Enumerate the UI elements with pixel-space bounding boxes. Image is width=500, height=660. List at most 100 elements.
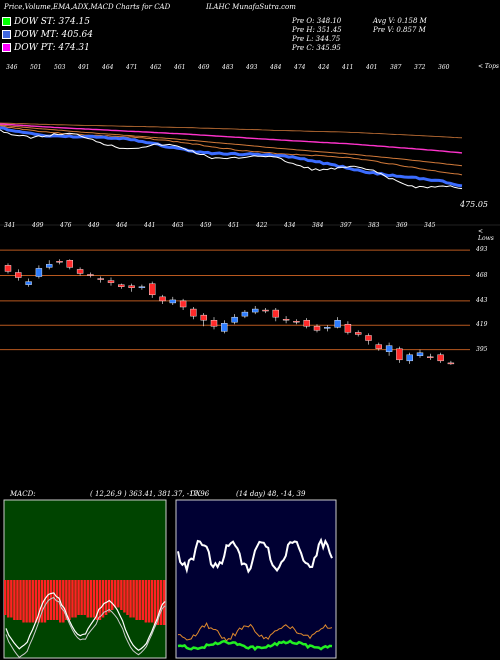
top-price-label: 493 xyxy=(246,64,258,71)
lows-tag: < Lows xyxy=(478,228,494,242)
candle-body xyxy=(303,320,310,327)
top-price-label: 346 xyxy=(6,64,18,71)
macd-bar xyxy=(55,580,59,620)
candle-body xyxy=(221,323,228,332)
macd-bar xyxy=(46,580,50,620)
candle-body xyxy=(56,261,63,263)
candle-body xyxy=(148,283,156,296)
macd-bar xyxy=(95,580,99,620)
ema-line-orange-3 xyxy=(0,122,463,139)
candle-body xyxy=(190,308,197,317)
macd-label: MACD: xyxy=(10,490,36,498)
legend-st: DOW ST: 374.15 xyxy=(2,17,90,27)
low-price-label: 451 xyxy=(228,222,240,229)
candle-body xyxy=(355,332,362,335)
macd-line xyxy=(5,592,166,652)
macd-bar xyxy=(153,580,157,625)
candle-body xyxy=(118,284,125,287)
macd-bar xyxy=(68,580,71,620)
candle-body xyxy=(210,320,218,327)
avg-volume: Avg V: 0.158 M xyxy=(373,17,427,25)
legend-pt-swatch xyxy=(2,43,11,52)
top-price-label: 462 xyxy=(150,64,162,71)
macd-bar xyxy=(77,580,80,615)
candle-body xyxy=(46,264,53,268)
macd-values: ( 12,26,9 ) 363.41, 381.37, -17.96 xyxy=(90,490,210,498)
top-price-label: 387 xyxy=(390,64,402,71)
macd-bar xyxy=(7,580,10,618)
macd-bar xyxy=(135,580,138,620)
top-price-label: 491 xyxy=(78,64,90,71)
top-price-label: 503 xyxy=(54,64,66,71)
top-price-label: 411 xyxy=(342,64,354,71)
candle-body xyxy=(200,314,207,321)
candle-body xyxy=(427,356,434,358)
top-price-label: 424 xyxy=(318,64,330,71)
macd-bar xyxy=(10,580,13,618)
top-price-label: 471 xyxy=(126,64,138,71)
macd-bar xyxy=(126,580,129,615)
low-price-label: 499 xyxy=(32,222,44,229)
low-price-label: 476 xyxy=(60,222,72,229)
candle-body xyxy=(416,352,424,356)
candle-body xyxy=(365,335,372,341)
macd-bar xyxy=(16,580,19,620)
top-price-label: 372 xyxy=(414,64,426,71)
macd-bar xyxy=(98,580,102,620)
macd-bar xyxy=(156,580,160,625)
macd-bar xyxy=(49,580,53,620)
prev-open: Pre O: 348.10 xyxy=(292,17,342,25)
macd-bar xyxy=(104,580,108,615)
price-level-label: 395 xyxy=(476,345,488,353)
macd-bar xyxy=(34,580,38,623)
macd-bar xyxy=(89,580,93,618)
ema-line-price xyxy=(0,129,463,190)
candle-body xyxy=(15,272,22,278)
candle-body xyxy=(272,309,279,318)
price-level-label: 419 xyxy=(476,321,488,329)
low-price-label: 441 xyxy=(144,222,156,229)
legend-mt-swatch xyxy=(2,30,11,39)
low-price-label: 345 xyxy=(424,222,436,229)
low-price-label: 383 xyxy=(368,222,380,229)
macd-bar xyxy=(129,580,132,618)
candle-body xyxy=(4,265,12,272)
candle-body xyxy=(159,296,166,302)
candle-body xyxy=(344,324,352,333)
low-price-label: 459 xyxy=(200,222,212,229)
legend-mt: DOW MT: 405.64 xyxy=(2,30,93,40)
macd-bar xyxy=(150,580,154,623)
price-level-label: 468 xyxy=(476,271,488,279)
macd-bar xyxy=(71,580,74,618)
candle-body xyxy=(251,308,259,313)
macd-bar xyxy=(19,580,22,620)
macd-bar xyxy=(25,580,28,623)
macd-signal-line xyxy=(5,596,166,659)
macd-bar xyxy=(120,580,123,610)
candle-body xyxy=(447,362,455,365)
adx-values: (14 day) 48, -14, 39 xyxy=(236,490,306,498)
macd-bar xyxy=(114,580,117,608)
macd-bar xyxy=(13,580,16,620)
price-level-label: 493 xyxy=(476,246,488,254)
macd-bar xyxy=(74,580,77,618)
adx-label: DX xyxy=(190,490,201,498)
macd-bar xyxy=(22,580,25,623)
adx-line xyxy=(177,639,333,652)
ema-line-mt xyxy=(0,126,463,188)
prev-high: Pre H: 351.45 xyxy=(292,26,342,34)
macd-bar xyxy=(117,580,120,608)
top-price-label: 464 xyxy=(102,64,114,71)
top-price-label: 501 xyxy=(30,64,42,71)
macd-bar xyxy=(31,580,34,623)
tops-tag: < Tops xyxy=(478,63,500,70)
candle-body xyxy=(107,280,115,283)
prev-close: Pre C: 345.95 xyxy=(292,44,341,52)
macd-bar xyxy=(4,580,7,615)
top-price-label: 484 xyxy=(270,64,282,71)
macd-bar xyxy=(43,580,47,623)
candle-body xyxy=(282,319,290,321)
candle-body xyxy=(97,278,104,280)
macd-bar xyxy=(28,580,31,623)
